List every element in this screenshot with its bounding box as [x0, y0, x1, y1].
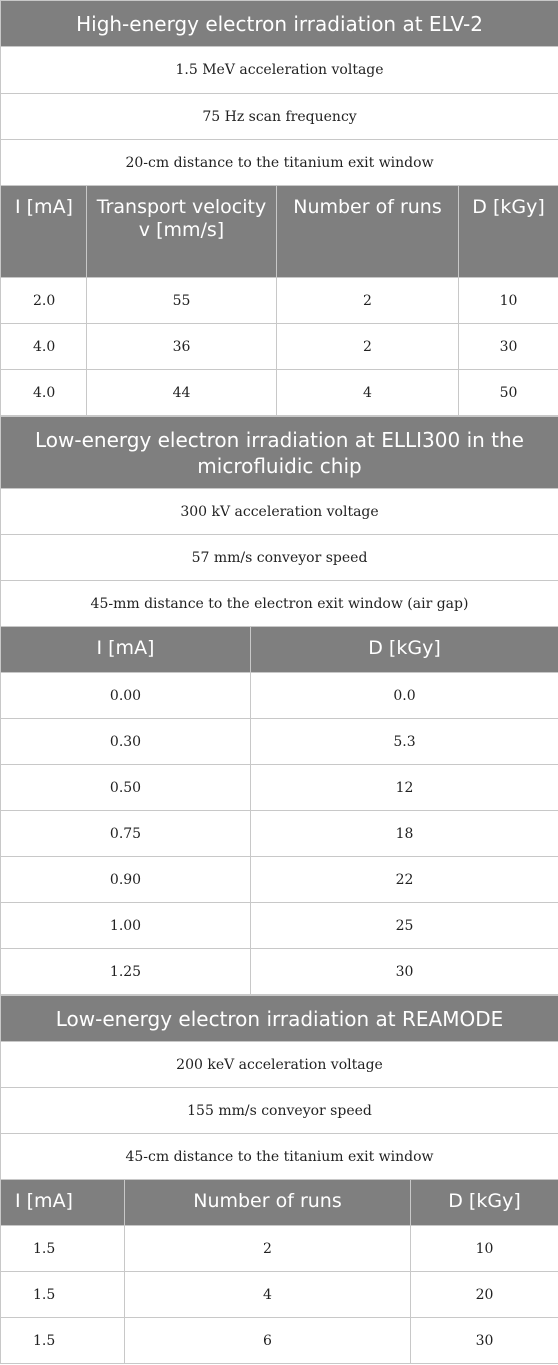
- cell-current: 1.25: [0, 948, 251, 995]
- table-row: 0.50 12: [0, 764, 558, 811]
- table-row: 1.5 2 10: [0, 1225, 558, 1272]
- cell-velocity: 55: [86, 277, 277, 324]
- column-header-transport-velocity: Transport velocity v [mm/s]: [86, 185, 277, 278]
- cell-runs: 6: [124, 1317, 411, 1364]
- column-header-dose: D [kGy]: [250, 626, 558, 673]
- cell-dose: 30: [410, 1317, 558, 1364]
- column-header-number-of-runs: Number of runs: [276, 185, 459, 278]
- parameter-row: 155 mm/s conveyor speed: [0, 1087, 558, 1134]
- section-elv2: High-energy electron irradiation at ELV-…: [0, 0, 558, 416]
- cell-current: 0.75: [0, 810, 251, 857]
- cell-dose: 10: [410, 1225, 558, 1272]
- cell-current: 0.90: [0, 856, 251, 903]
- column-header-number-of-runs: Number of runs: [124, 1179, 411, 1226]
- cell-velocity: 44: [86, 369, 277, 416]
- cell-runs: 4: [276, 369, 459, 416]
- cell-current: 1.5: [0, 1317, 125, 1364]
- section-title: Low-energy electron irradiation at ELLI3…: [0, 416, 558, 489]
- table-row: 0.00 0.0: [0, 672, 558, 719]
- section-title: Low-energy electron irradiation at REAMO…: [0, 995, 558, 1042]
- cell-dose: 25: [250, 902, 558, 949]
- cell-current: 2.0: [0, 277, 87, 324]
- cell-current: 1.5: [0, 1225, 125, 1272]
- section-reamode: Low-energy electron irradiation at REAMO…: [0, 995, 558, 1364]
- cell-dose: 12: [250, 764, 558, 811]
- cell-dose: 5.3: [250, 718, 558, 765]
- cell-current: 0.50: [0, 764, 251, 811]
- table-row: 1.5 4 20: [0, 1271, 558, 1318]
- cell-current: 1.00: [0, 902, 251, 949]
- cell-runs: 4: [124, 1271, 411, 1318]
- section-elli300: Low-energy electron irradiation at ELLI3…: [0, 416, 558, 995]
- column-header-current: I [mA]: [0, 626, 251, 673]
- cell-dose: 30: [250, 948, 558, 995]
- cell-runs: 2: [276, 323, 459, 370]
- cell-current: 4.0: [0, 369, 87, 416]
- parameter-row: 45-cm distance to the titanium exit wind…: [0, 1133, 558, 1180]
- table-row: 0.30 5.3: [0, 718, 558, 765]
- cell-dose: 18: [250, 810, 558, 857]
- table-row: 1.5 6 30: [0, 1317, 558, 1364]
- table-row: 0.75 18: [0, 810, 558, 857]
- cell-current: 4.0: [0, 323, 87, 370]
- parameter-row: 1.5 MeV acceleration voltage: [0, 46, 558, 94]
- table-row: 4.0 44 4 50: [0, 369, 558, 416]
- parameter-row: 200 keV acceleration voltage: [0, 1041, 558, 1088]
- parameter-row: 45-mm distance to the electron exit wind…: [0, 580, 558, 627]
- parameter-row: 57 mm/s conveyor speed: [0, 534, 558, 581]
- table-row: 4.0 36 2 30: [0, 323, 558, 370]
- column-header-current: I [mA]: [0, 185, 87, 278]
- table-row: 1.00 25: [0, 902, 558, 949]
- column-header-current: I [mA]: [0, 1179, 125, 1226]
- cell-current: 0.00: [0, 672, 251, 719]
- column-header-dose: D [kGy]: [457, 185, 558, 278]
- cell-current: 0.30: [0, 718, 251, 765]
- cell-dose: 30: [457, 323, 558, 370]
- table-row: 2.0 55 2 10: [0, 277, 558, 324]
- cell-dose: 0.0: [250, 672, 558, 719]
- cell-dose: 50: [457, 369, 558, 416]
- cell-current: 1.5: [0, 1271, 125, 1318]
- parameter-row: 20-cm distance to the titanium exit wind…: [0, 139, 558, 186]
- parameter-row: 300 kV acceleration voltage: [0, 488, 558, 535]
- cell-runs: 2: [124, 1225, 411, 1272]
- table-row: 0.90 22: [0, 856, 558, 903]
- cell-dose: 20: [410, 1271, 558, 1318]
- table-row: 1.25 30: [0, 948, 558, 995]
- parameter-row: 75 Hz scan frequency: [0, 93, 558, 140]
- section-title: High-energy electron irradiation at ELV-…: [0, 0, 558, 47]
- cell-dose: 22: [250, 856, 558, 903]
- cell-velocity: 36: [86, 323, 277, 370]
- cell-dose: 10: [457, 277, 558, 324]
- cell-runs: 2: [276, 277, 459, 324]
- column-header-dose: D [kGy]: [410, 1179, 558, 1226]
